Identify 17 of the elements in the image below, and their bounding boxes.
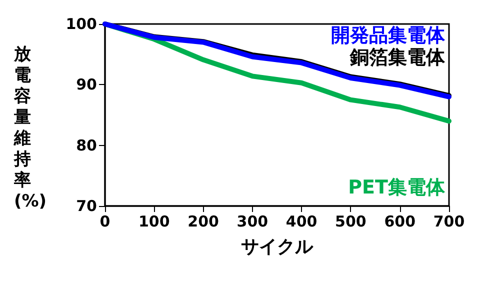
text: PET集電体 bbox=[348, 176, 446, 198]
y-tick-label: 100 bbox=[66, 15, 97, 33]
series-label: 開発品集電体 bbox=[331, 24, 446, 46]
x-tick-label: 500 bbox=[335, 212, 366, 230]
y-tick-label: 70 bbox=[76, 197, 97, 215]
x-tick-label: 200 bbox=[188, 212, 219, 230]
series-label: 銅箔集電体 bbox=[349, 46, 446, 68]
y-axis-title: 放電容量維持率(%) bbox=[13, 44, 47, 212]
x-tick-label: 400 bbox=[286, 212, 318, 230]
x-tick-label: 0 bbox=[100, 212, 110, 230]
x-tick-label: 600 bbox=[384, 212, 416, 230]
x-axis-title: サイクル bbox=[241, 236, 314, 258]
y-tick-label: 90 bbox=[76, 76, 97, 94]
x-tick-label: 300 bbox=[236, 212, 268, 230]
x-tick-label: 100 bbox=[138, 212, 170, 230]
y-tick-label: 80 bbox=[76, 136, 97, 154]
x-tick-label: 700 bbox=[433, 212, 465, 230]
